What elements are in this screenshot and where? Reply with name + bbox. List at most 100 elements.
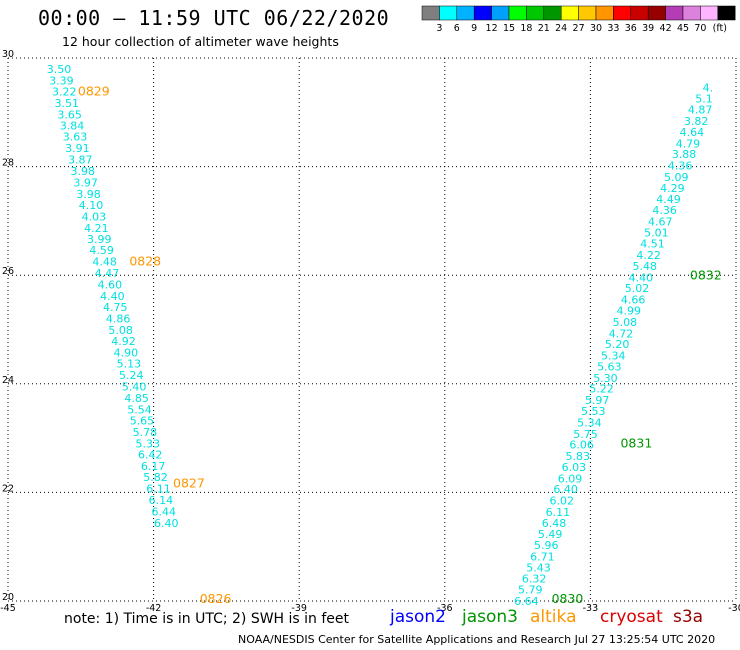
wave-height-point: 5.34 — [577, 416, 602, 429]
x-tick-label: -45 — [0, 603, 16, 614]
wave-height-point: 4.47 — [95, 267, 120, 280]
wave-height-point: 4.75 — [103, 301, 128, 314]
wave-height-point: 5.08 — [613, 316, 638, 329]
colorbar-label: 15 — [503, 23, 515, 34]
wave-height-point: 4.10 — [79, 199, 104, 212]
wave-height-point: 6.48 — [542, 517, 567, 530]
colorbar-label: 24 — [555, 23, 567, 34]
wave-height-point: 4.85 — [124, 392, 149, 405]
footer-credit: NOAA/NESDIS Center for Satellite Applica… — [238, 633, 716, 646]
series-track-2: 6.645.796.325.436.715.965.496.486.116.02… — [514, 81, 713, 608]
wave-height-point: 3.82 — [684, 115, 709, 128]
wave-height-point: 4.87 — [688, 104, 713, 117]
wave-height-point: 5.53 — [581, 405, 606, 418]
y-tick-label: 26 — [2, 266, 14, 277]
wave-height-point: 4.51 — [640, 238, 665, 251]
colorbar-label: 70 — [694, 23, 706, 34]
wave-height-point: 5.08 — [108, 324, 133, 337]
wave-height-point: 6.09 — [558, 472, 583, 485]
satellite-jason2: jason2 — [390, 607, 446, 627]
y-tick-label: 28 — [2, 158, 14, 169]
wave-height-point: 4.92 — [111, 335, 136, 348]
y-tick-label: 20 — [2, 592, 14, 603]
time-label: 0830 — [552, 591, 584, 606]
time-label: 0826 — [200, 591, 232, 606]
wave-height-point: 4.40 — [100, 290, 125, 303]
wave-height-point: 4.79 — [676, 137, 701, 150]
wave-height-point: 3.50 — [47, 63, 72, 76]
wave-height-point: 4.21 — [84, 222, 109, 235]
satellite-altika: altika — [530, 607, 577, 627]
wave-height-point: 4.40 — [629, 271, 654, 284]
colorbar-label: 42 — [660, 23, 672, 34]
wave-height-point: 5.48 — [633, 260, 658, 273]
wave-height-point: 4.59 — [89, 244, 114, 257]
wave-height-point: 5.13 — [117, 358, 142, 371]
colorbar-label: 21 — [538, 23, 550, 34]
wave-height-point: 6.03 — [562, 461, 587, 474]
wave-height-point: 5.63 — [597, 360, 622, 373]
wave-height-point: 3.22 — [52, 86, 77, 99]
wave-height-point: 6.02 — [550, 495, 575, 508]
satellite-cryosat: cryosat — [600, 607, 663, 627]
wave-height-point: 5.01 — [644, 226, 669, 239]
wave-height-point: 5.20 — [605, 338, 630, 351]
wave-height-point: 6.11 — [546, 506, 571, 519]
y-tick-label: 22 — [2, 483, 14, 494]
wave-height-point: 4.67 — [648, 215, 673, 228]
page-subtitle: 12 hour collection of altimeter wave hei… — [62, 34, 339, 49]
x-tick-label: -36 — [437, 603, 453, 614]
wave-height-point: 6.06 — [569, 439, 594, 452]
satellite-jason3: jason3 — [462, 607, 518, 627]
wave-height-point: 6.71 — [530, 550, 555, 563]
wave-height-point: 5.79 — [518, 584, 543, 597]
wave-height-point: 6.44 — [152, 505, 177, 518]
wave-height-point: 6.40 — [154, 517, 179, 530]
colorbar-legend: 3 6 9 12 15 18 21 24 27 30 33 36 39 42 45 70 (ft) — [421, 5, 736, 34]
y-tick-label: 30 — [2, 49, 14, 60]
wave-height-point: 6.64 — [514, 595, 539, 608]
wave-height-point: 3.65 — [57, 108, 82, 121]
wave-height-point: 5.75 — [573, 428, 598, 441]
wave-height-point: 3.98 — [70, 165, 95, 178]
wave-height-point: 4.64 — [680, 126, 705, 139]
time-label: 0827 — [173, 476, 205, 491]
wave-height-point: 5.02 — [625, 282, 650, 295]
wave-height-point: 6.40 — [553, 483, 578, 496]
wave-height-point: 4.99 — [616, 304, 641, 317]
colorbar-label: 3 — [436, 23, 442, 34]
wave-height-point: 4.22 — [636, 249, 661, 262]
wave-height-point: 4.90 — [114, 346, 139, 359]
wave-height-point: 5.09 — [664, 171, 689, 184]
wave-height-point: 6.42 — [138, 448, 163, 461]
colorbar-label: 39 — [642, 23, 654, 34]
x-tick-label: -39 — [291, 603, 307, 614]
wave-height-point: 3.88 — [672, 148, 697, 161]
wave-height-point: 4.66 — [621, 294, 646, 307]
wave-height-point: 4.86 — [106, 313, 131, 326]
colorbar-swatch — [717, 5, 736, 21]
wave-height-point: 4.29 — [660, 182, 685, 195]
wave-height-point: 5.54 — [127, 403, 152, 416]
wave-height-point: 3.84 — [60, 119, 85, 132]
colorbar-label: 36 — [625, 23, 637, 34]
colorbar-label: 30 — [590, 23, 602, 34]
wave-height-point: 5.1 — [695, 93, 713, 106]
wave-height-point: 5.24 — [119, 369, 144, 382]
wave-height-point: 5.43 — [526, 561, 551, 574]
time-label: 0828 — [129, 254, 161, 269]
x-tick-label: -30 — [728, 603, 740, 614]
wave-height-point: 6.17 — [141, 460, 166, 473]
x-tick-label: -33 — [583, 603, 599, 614]
wave-height-point: 3.87 — [68, 154, 93, 167]
wave-height-point: 5.40 — [122, 381, 147, 394]
series-track-1: 3.503.393.223.513.653.843.633.913.873.98… — [47, 63, 179, 530]
wave-height-point: 5.30 — [593, 372, 618, 385]
wave-height-point: 4.48 — [92, 256, 117, 269]
wave-height-point: 3.99 — [87, 233, 112, 246]
wave-height-point: 4.36 — [652, 204, 677, 217]
wave-height-point: 4.36 — [668, 160, 693, 173]
wave-height-point: 6.14 — [149, 494, 174, 507]
satellite-s3a: s3a — [673, 607, 704, 627]
wave-height-point: 3.91 — [65, 142, 90, 155]
